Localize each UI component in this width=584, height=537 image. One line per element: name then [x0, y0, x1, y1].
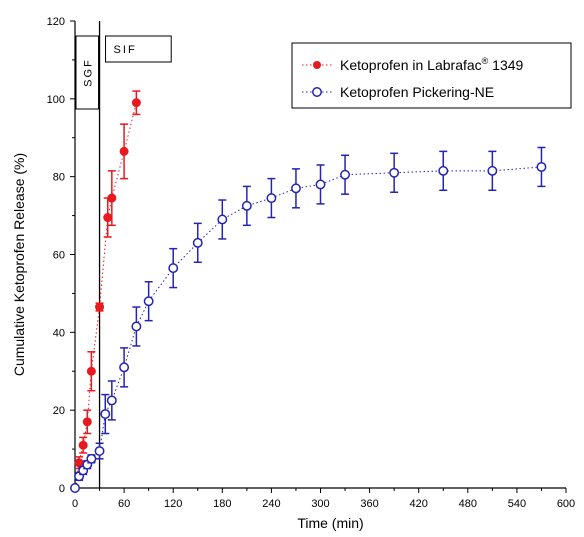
data-point: [291, 183, 301, 194]
data-point: [315, 179, 326, 190]
x-tick-label: 60: [118, 498, 130, 510]
data-point: [340, 169, 350, 180]
data-point: [192, 237, 203, 248]
y-tick-label: 60: [53, 250, 65, 262]
data-point: [106, 395, 117, 406]
x-tick-label: 180: [213, 498, 231, 510]
y-tick-label: 80: [53, 172, 65, 184]
x-tick-label: 120: [164, 498, 182, 510]
legend-label: Ketoprofen Pickering-NE: [340, 84, 494, 100]
data-point: [168, 263, 179, 274]
x-tick-label: 360: [360, 498, 378, 510]
series-line: [74, 102, 137, 489]
y-tick-label: 0: [59, 483, 65, 495]
data-point: [131, 98, 141, 108]
data-point: [241, 200, 252, 211]
legend-label-sup: ®: [482, 56, 489, 66]
data-point: [70, 483, 80, 493]
x-tick-label: 240: [262, 498, 280, 510]
legend-marker: [312, 87, 322, 97]
sif-box: [105, 35, 172, 63]
x-tick-label: 600: [557, 498, 575, 510]
series-line: [74, 166, 542, 489]
x-tick-label: 0: [72, 498, 78, 510]
data-point: [389, 167, 400, 178]
data-point: [86, 453, 97, 464]
data-point: [78, 440, 88, 450]
phase-annotations: SGF SIF: [75, 21, 172, 488]
y-tick-label: 20: [53, 405, 65, 417]
series-2: [70, 146, 547, 493]
y-tick-label: 40: [53, 327, 65, 339]
data-point: [438, 165, 449, 176]
x-axis-title: Time (min): [297, 515, 363, 531]
data-point: [119, 146, 129, 156]
data-point: [107, 193, 117, 203]
legend-label-suffix: 1349: [488, 57, 523, 73]
data-point: [82, 417, 92, 427]
data-point: [131, 321, 142, 332]
data-point: [119, 362, 130, 373]
y-tick-label: 120: [47, 16, 65, 28]
y-axis-title: Cumulative Ketoprofen Release (%): [11, 153, 27, 376]
axes: 0 20 40 60 80 100 120 0 60 120 180 240 300 360 420 480 5…: [47, 16, 576, 510]
data-point: [217, 214, 228, 225]
data-point: [74, 458, 84, 468]
data-point: [487, 165, 498, 176]
legend-label-main: Ketoprofen Pickering-NE: [340, 84, 494, 100]
sgf-box: [75, 35, 100, 110]
data-point: [86, 366, 96, 376]
data-point: [536, 161, 547, 172]
legend-label: Ketoprofen in Labrafac® 1349: [340, 56, 524, 73]
data-point: [95, 302, 105, 312]
series-layer: [70, 90, 547, 493]
data-point: [100, 409, 111, 420]
legend-marker: [313, 61, 321, 69]
legend-label-main: Ketoprofen in Labrafac: [340, 57, 482, 73]
sgf-label: SGF: [82, 58, 94, 87]
x-tick-label: 420: [410, 498, 428, 510]
data-point: [103, 213, 113, 223]
data-point: [143, 296, 154, 307]
y-tick-label: 100: [47, 94, 65, 106]
data-point: [266, 193, 277, 204]
x-tick-label: 540: [508, 498, 526, 510]
data-point: [94, 446, 105, 456]
legend-box: [291, 42, 572, 109]
x-tick-label: 300: [311, 498, 329, 510]
sif-label: SIF: [114, 44, 137, 56]
legend: Ketoprofen in Labrafac® 1349 Ketoprofen P…: [291, 42, 572, 109]
x-tick-label: 480: [459, 498, 477, 510]
